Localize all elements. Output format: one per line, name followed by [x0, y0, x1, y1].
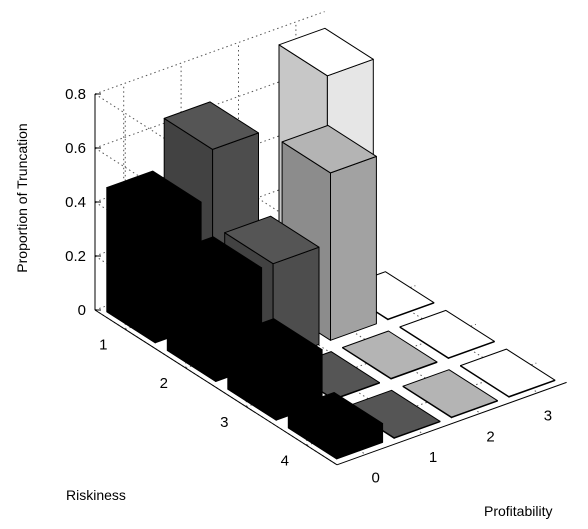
bar-face-top: [460, 348, 556, 397]
x-axis-line: [336, 381, 567, 466]
y-tick-label: 3: [220, 414, 228, 431]
z-axis-label: Proportion of Truncation: [14, 123, 30, 272]
bar-face-top: [399, 309, 495, 359]
y-tick-label: 4: [281, 452, 289, 469]
bar-r4-p0: [287, 392, 384, 460]
bar-face-top: [281, 124, 377, 174]
x-axis-label: Profitability: [484, 503, 552, 519]
z-tick-label: 0.6: [65, 140, 86, 157]
z-tick-label: 0.8: [65, 86, 86, 103]
bar-face-top: [342, 330, 438, 379]
bar-face-top: [287, 392, 384, 441]
bar-face-top: [224, 215, 320, 265]
z-tick-label: 0: [78, 302, 86, 319]
y-tick-label: 1: [99, 336, 107, 353]
bar-face-front: [330, 155, 377, 341]
y-axis-line: [94, 309, 338, 466]
bar-r4-p2: [402, 369, 498, 419]
bar-r3-p2: [342, 330, 438, 380]
x-tick-label: 0: [372, 470, 380, 487]
y-axis-label: Riskiness: [66, 487, 126, 503]
bar-face-top: [278, 27, 374, 77]
bars: [106, 27, 556, 460]
z-tick-label: 0.2: [65, 248, 86, 265]
bar-r3-p0: [227, 318, 323, 421]
z-tick-label: 0.4: [65, 194, 86, 211]
x-tick-label: 3: [544, 408, 552, 425]
bar-face-top: [402, 369, 498, 418]
grid-line: [94, 11, 325, 95]
bar-r3-p3: [399, 309, 495, 359]
y-tick-label: 2: [160, 375, 168, 392]
bar-face-top: [163, 101, 259, 150]
x-tick-label: 1: [429, 449, 437, 466]
bar-r4-p3: [460, 348, 556, 398]
x-tick-label: 2: [486, 428, 494, 445]
bar-face-top: [166, 236, 263, 285]
bar-face-top: [227, 318, 323, 367]
bar-face-top: [106, 170, 202, 220]
